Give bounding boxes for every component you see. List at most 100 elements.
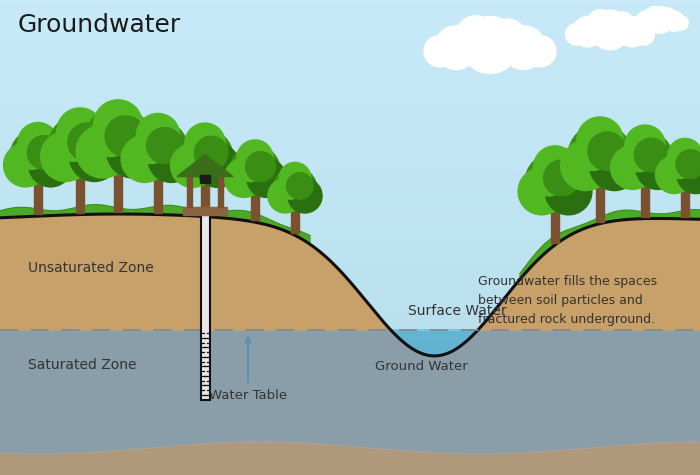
Bar xyxy=(0,278,700,285)
Circle shape xyxy=(525,152,585,212)
Circle shape xyxy=(518,168,565,215)
Bar xyxy=(0,124,700,131)
Circle shape xyxy=(645,7,663,25)
Bar xyxy=(0,272,700,279)
Bar xyxy=(681,181,689,217)
Circle shape xyxy=(456,16,496,56)
Bar xyxy=(0,64,700,71)
Circle shape xyxy=(107,125,160,178)
Circle shape xyxy=(668,138,700,173)
Bar xyxy=(0,373,700,380)
Bar xyxy=(0,456,700,463)
Bar xyxy=(0,254,700,261)
Bar xyxy=(218,177,223,207)
Bar xyxy=(0,450,700,457)
Bar xyxy=(0,415,700,422)
Text: Groundwater fills the spaces
between soil particles and
fractured rock undergrou: Groundwater fills the spaces between soi… xyxy=(478,275,657,326)
Bar xyxy=(0,444,700,451)
Circle shape xyxy=(148,136,195,182)
Bar xyxy=(0,349,700,356)
Polygon shape xyxy=(0,330,700,454)
Bar xyxy=(0,284,700,291)
Bar xyxy=(0,367,700,374)
Bar xyxy=(0,432,700,439)
Bar xyxy=(0,17,700,24)
Bar xyxy=(551,199,559,243)
Circle shape xyxy=(568,124,632,188)
Bar xyxy=(0,142,700,148)
Circle shape xyxy=(288,179,322,213)
Bar xyxy=(0,118,700,125)
Bar xyxy=(291,201,299,233)
Circle shape xyxy=(237,140,273,176)
Bar xyxy=(0,88,700,95)
Bar xyxy=(0,242,700,249)
Bar xyxy=(0,147,700,154)
Circle shape xyxy=(121,136,168,182)
Circle shape xyxy=(435,26,478,69)
Circle shape xyxy=(4,143,47,187)
Circle shape xyxy=(573,17,603,47)
Circle shape xyxy=(589,141,639,190)
Bar xyxy=(0,76,700,83)
Circle shape xyxy=(659,8,676,25)
Bar xyxy=(0,290,700,297)
Bar xyxy=(0,337,700,344)
Circle shape xyxy=(647,7,673,33)
Circle shape xyxy=(664,11,684,31)
Circle shape xyxy=(588,132,626,171)
Circle shape xyxy=(676,150,700,179)
Circle shape xyxy=(41,132,90,181)
Bar xyxy=(76,164,84,212)
Circle shape xyxy=(76,125,130,178)
Bar xyxy=(0,5,700,12)
Circle shape xyxy=(636,146,680,190)
Circle shape xyxy=(182,136,216,170)
Circle shape xyxy=(69,132,120,181)
Bar xyxy=(0,397,700,404)
Circle shape xyxy=(10,129,66,185)
Bar xyxy=(0,325,700,332)
Bar xyxy=(0,427,700,433)
Bar xyxy=(0,52,700,59)
Polygon shape xyxy=(0,442,700,475)
Circle shape xyxy=(665,150,694,179)
Circle shape xyxy=(18,123,58,163)
Bar xyxy=(0,320,700,327)
Bar xyxy=(0,213,700,219)
Circle shape xyxy=(587,10,614,37)
Bar xyxy=(251,184,259,220)
Polygon shape xyxy=(177,154,233,177)
Bar xyxy=(0,385,700,392)
Circle shape xyxy=(185,123,225,163)
Circle shape xyxy=(134,127,169,163)
Circle shape xyxy=(655,156,693,194)
Circle shape xyxy=(490,19,526,56)
Circle shape xyxy=(224,158,263,198)
Bar xyxy=(0,296,700,303)
Bar xyxy=(0,379,700,386)
Bar xyxy=(596,173,604,222)
Bar xyxy=(0,23,700,29)
Bar xyxy=(0,355,700,362)
Bar xyxy=(0,403,700,409)
Bar xyxy=(0,58,700,66)
Polygon shape xyxy=(0,214,700,356)
Circle shape xyxy=(90,116,131,157)
Circle shape xyxy=(574,132,612,171)
Bar xyxy=(0,225,700,232)
Text: Ground Water: Ground Water xyxy=(375,361,468,373)
Circle shape xyxy=(502,26,545,69)
Bar xyxy=(0,135,700,142)
Bar xyxy=(0,302,700,309)
Bar xyxy=(0,230,700,238)
Circle shape xyxy=(230,145,280,195)
Bar xyxy=(0,11,700,18)
Bar xyxy=(0,106,700,113)
Bar xyxy=(34,172,42,214)
Bar xyxy=(0,237,700,243)
Text: Groundwater: Groundwater xyxy=(18,13,181,37)
Bar xyxy=(641,175,649,217)
Bar xyxy=(0,266,700,273)
Bar xyxy=(0,420,700,428)
